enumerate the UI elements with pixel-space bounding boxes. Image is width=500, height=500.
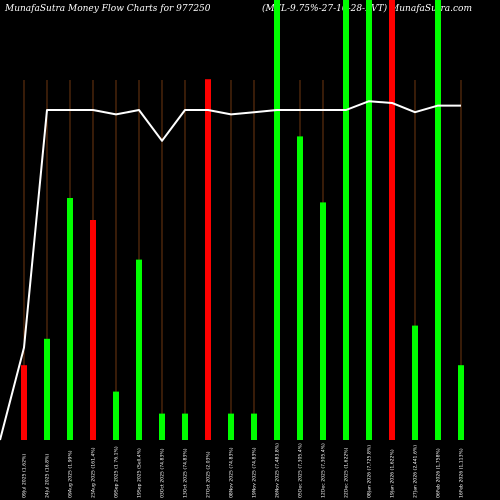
money-flow-bar — [136, 259, 142, 440]
x-tick-label: 08Nov 2025 (74.83%) — [229, 447, 235, 498]
x-tick-label: 19Sep 2025 (Sell.4%) — [137, 448, 143, 498]
price-line-layer — [0, 100, 461, 441]
money-flow-bar — [366, 0, 372, 440]
x-tick-label: 09Jul 2025 (1.62%) — [22, 454, 28, 498]
money-flow-bar — [44, 338, 50, 440]
money-flow-bar — [458, 365, 464, 440]
x-tick-label: 23Aug 2025 (161.4%) — [91, 447, 97, 498]
money-flow-bar — [274, 0, 280, 440]
x-tick-label: 06Feb 2026 (1,758%) — [436, 448, 442, 498]
money-flow-bar — [67, 198, 73, 440]
money-flow-bar — [320, 202, 326, 440]
money-flow-bar — [343, 0, 349, 440]
money-flow-bar — [90, 220, 96, 440]
money-flow-bar — [113, 391, 119, 440]
money-flow-bar — [21, 365, 27, 440]
x-tick-label: 03Oct 2025 (74.83%) — [160, 448, 166, 498]
x-tick-label: 05Dec 2025 (7,305.4%) — [298, 443, 304, 498]
x-tick-label: 22Dec 2025 (1,622%) — [344, 447, 350, 498]
x-tick-label: 24Jul 2025 (16.8%) — [45, 454, 51, 498]
x-tick-label: 16Feb 2026 (1,113%) — [459, 448, 465, 498]
money-flow-bar — [412, 325, 418, 440]
x-tick-label: 12Dec 2025 (7,305.4%) — [321, 443, 327, 498]
money-flow-bar — [159, 413, 165, 440]
x-tick-label: 08Jan 2026 (7,725.8%) — [367, 445, 373, 498]
x-tick-label: 19Nov 2025 (74.83%) — [252, 447, 258, 498]
money-flow-bar — [297, 136, 303, 440]
money-flow-bar — [435, 0, 441, 440]
money-flow-bar — [182, 413, 188, 440]
money-flow-bars — [21, 0, 464, 440]
money-flow-bar — [205, 79, 211, 440]
price-line — [0, 100, 461, 441]
x-tick-label: 19Jan 2026 (1,622%) — [390, 449, 396, 498]
x-tick-label: 13Oct 2025 (74.83%) — [183, 448, 189, 498]
x-tick-label: 09Aug 2025 (1.99%) — [68, 450, 74, 498]
x-tick-label: 26Nov 2025 (7,483.8%) — [275, 443, 281, 498]
x-tick-label: 27Oct 2025 (2.03%) — [206, 451, 212, 498]
x-tick-label: 09Sep 2025 (1 76.1%) — [114, 446, 120, 498]
x-axis-ticks: 09Jul 2025 (1.62%) 24Jul 2025 (16.8%) 09Au… — [22, 443, 465, 498]
x-tick-label: 27Jan 2026 (2,441.6%) — [413, 445, 419, 498]
money-flow-bar — [389, 0, 395, 440]
chart-title: MunafaSutra Money Flow Charts for 977250 — [4, 4, 211, 14]
money-flow-bar — [251, 413, 257, 440]
money-flow-bar — [228, 413, 234, 440]
